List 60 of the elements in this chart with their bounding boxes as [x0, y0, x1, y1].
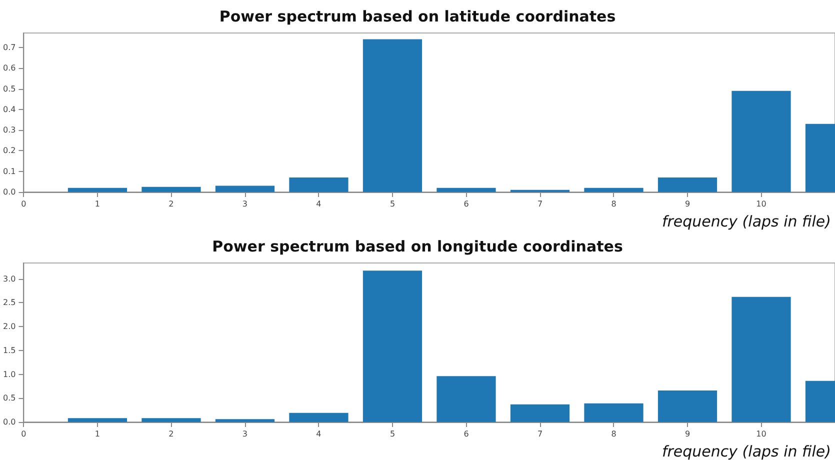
x-tick-label: 8 [611, 430, 616, 438]
y-tick-label: 2.0 [2, 322, 16, 332]
y-tick-label: 0.3 [2, 126, 16, 135]
x-tick-label: 0 [21, 430, 26, 438]
x-tick-label: 4 [316, 430, 322, 438]
x-tick-label: 5 [390, 430, 396, 438]
y-tick-label: 3.0 [2, 274, 16, 284]
bar [510, 404, 570, 422]
x-tick-label: 8 [611, 200, 616, 208]
y-tick-label: 0.7 [2, 42, 16, 52]
chart-title: Power spectrum based on longitude coordinates [212, 238, 623, 256]
x-tick-label: 10 [756, 200, 766, 208]
bar [436, 376, 496, 422]
bar [436, 188, 496, 192]
x-tick-label: 0 [21, 200, 26, 208]
x-tick-label: 1 [94, 200, 100, 208]
bar [142, 186, 201, 192]
bar [142, 418, 201, 422]
x-tick-label: 6 [464, 430, 469, 438]
x-tick-label: 9 [684, 430, 690, 438]
x-tick-label: 5 [390, 200, 396, 208]
y-tick-label: 0.6 [2, 64, 16, 73]
x-tick-label: 6 [464, 200, 469, 208]
y-tick-label: 1.0 [2, 370, 16, 379]
x-tick-label: 9 [684, 200, 690, 208]
x-axis-title: frequency (laps in file) [662, 442, 831, 460]
x-tick-label: 4 [316, 200, 322, 208]
x-tick-label: 2 [168, 430, 174, 438]
bar [68, 418, 128, 422]
x-tick-label: 7 [537, 200, 543, 208]
y-tick-label: 0.2 [2, 146, 16, 156]
bar [584, 188, 644, 192]
bar [289, 412, 348, 422]
bar [732, 296, 791, 422]
y-tick-label: 0.5 [2, 394, 16, 403]
x-axis-title: frequency (laps in file) [662, 212, 831, 230]
y-tick-label: 1.5 [2, 346, 16, 355]
y-tick-label: 0.1 [2, 166, 16, 176]
x-tick-label: 1 [94, 430, 100, 438]
bar [215, 186, 275, 192]
bar [584, 403, 644, 422]
y-tick-label: 2.5 [2, 298, 16, 308]
x-tick-label: 3 [242, 430, 248, 438]
bar [362, 39, 422, 192]
y-tick-label: 0.0 [2, 418, 16, 426]
bar [658, 178, 718, 192]
y-tick-label: 0.4 [2, 104, 16, 114]
chart-title: Power spectrum based on latitude coordinates [219, 8, 616, 26]
y-tick-label: 0.5 [2, 84, 16, 94]
x-tick-label: 7 [537, 430, 543, 438]
bar [289, 178, 348, 192]
bar [68, 188, 128, 192]
x-tick-label: 2 [168, 200, 174, 208]
bar [215, 419, 275, 422]
bar [658, 390, 718, 422]
x-tick-label: 10 [756, 430, 766, 438]
bar [732, 90, 791, 192]
y-tick-label: 0.0 [2, 188, 16, 196]
x-tick-label: 3 [242, 200, 248, 208]
bar [362, 270, 422, 422]
